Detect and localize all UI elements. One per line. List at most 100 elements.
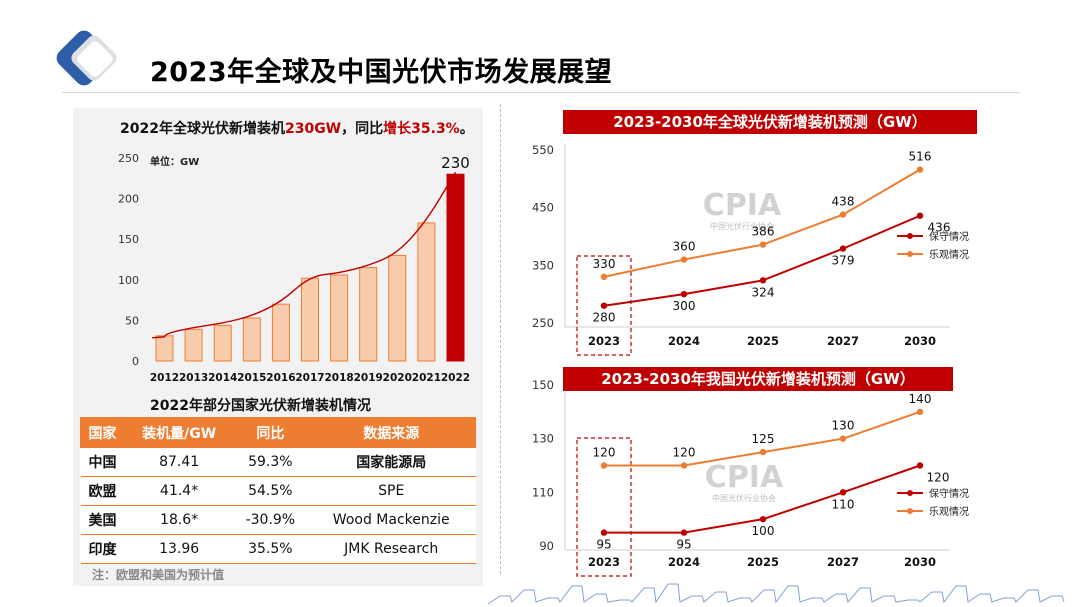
skyline-decoration: [487, 583, 1065, 605]
series-point: [759, 277, 767, 284]
headline: 2022年全球光伏新增装机230GW，同比增长35.3%。: [120, 118, 474, 138]
table-title: 2022年部分国家光伏新增装机情况: [150, 398, 371, 414]
bar-2016: [271, 303, 290, 362]
series-data-label: 516: [909, 150, 932, 164]
table-cell-capacity: 18.6*: [124, 505, 234, 535]
series-point: [839, 489, 847, 496]
legend-label: 保守情况: [929, 487, 969, 500]
bar-2015: [242, 317, 261, 362]
legend-marker: [907, 233, 913, 239]
cpia-watermark: CPIA: [703, 188, 782, 223]
series-point: [600, 529, 608, 536]
china-forecast-title: 2023-2030年我国光伏新增装机预测（GW）: [563, 367, 953, 391]
footnote: 注：欧盟和美国为预计值: [92, 568, 225, 582]
title-divider: [62, 92, 1020, 93]
series-data-label: 324: [752, 285, 775, 299]
series-point: [916, 166, 924, 173]
line-y-tick-label: 130: [532, 432, 554, 446]
bar-x-tick-label: 2022: [441, 372, 470, 384]
series-data-label: 280: [593, 311, 616, 325]
logo-chevron-icon: [56, 30, 117, 86]
series-point: [759, 515, 767, 523]
series-data-label: 386: [752, 225, 775, 239]
table-cell-yoy: 35.5%: [233, 534, 307, 564]
table-cell-yoy: 59.3%: [233, 447, 307, 477]
legend-label: 乐观情况: [929, 505, 969, 518]
line-y-tick-label: 250: [532, 316, 554, 330]
line-y-tick-label: 550: [532, 143, 554, 157]
bar-x-tick-label: 2016: [266, 372, 295, 384]
series-data-label: 379: [832, 254, 855, 268]
bar-x-tick-label: 2015: [237, 372, 266, 384]
bar-y-tick-label: 50: [125, 314, 139, 327]
table-cell-country: 美国: [80, 505, 125, 535]
series-data-label: 438: [832, 195, 855, 209]
series-point: [600, 273, 608, 281]
headline-text-c: ，同比: [341, 121, 384, 137]
series-data-label: 436: [928, 221, 951, 235]
legend-marker: [907, 508, 913, 514]
unit-label: 单位：GW: [150, 157, 200, 168]
series-point: [759, 448, 767, 456]
table-cell-country: 印度: [80, 534, 125, 564]
bar-2019: [359, 267, 378, 362]
series-data-label: 300: [673, 299, 696, 313]
page-title: 2023年全球及中国光伏市场发展展望: [150, 57, 613, 88]
bar-x-tick-label: 2018: [324, 372, 353, 384]
table-row: 欧盟 41.4* 54.5% SPE: [80, 476, 476, 506]
table-cell-source: 国家能源局: [306, 447, 476, 477]
bar-2014: [213, 324, 232, 362]
series-data-label: 120: [927, 471, 950, 485]
table-cell-source: Wood Mackenzie: [306, 505, 476, 535]
table-header-source: 数据来源: [306, 417, 476, 448]
cpia-watermark-sub: 中国光伏行业协会: [712, 493, 776, 503]
table-cell-country: 中国: [80, 447, 125, 477]
table-cell-capacity: 13.96: [124, 534, 234, 564]
cpia-watermark-sub: 中国光伏行业协会: [710, 221, 774, 231]
series-data-label: 130: [832, 419, 855, 433]
line-x-tick-label: 2023: [588, 334, 620, 348]
series-point: [916, 408, 924, 416]
series-point: [600, 462, 608, 469]
bar-2022: [446, 173, 465, 362]
table-header-country: 国家: [80, 417, 125, 448]
bar-y-tick-label: 100: [118, 274, 139, 287]
line-x-tick-label: 2027: [827, 334, 859, 348]
series-point: [680, 290, 688, 298]
global-forecast-title: 2023-2030年全球光伏新增装机预测（GW）: [563, 110, 977, 134]
bar-x-tick-label: 2020: [383, 372, 412, 384]
line-x-tick-label: 2025: [747, 555, 779, 569]
bar-x-tick-label: 2012: [150, 372, 179, 384]
bar-2013: [184, 328, 203, 362]
line-x-tick-label: 2023: [588, 555, 620, 569]
bar-y-tick-label: 200: [118, 193, 139, 206]
line-x-tick-label: 2030: [904, 555, 936, 569]
series-data-label: 140: [909, 392, 932, 406]
series-data-label: 120: [673, 446, 696, 460]
headline-growth: 增长35.3%: [383, 121, 460, 137]
table-cell-country: 欧盟: [80, 476, 125, 506]
bar-x-tick-label: 2013: [179, 372, 208, 384]
legend-label: 乐观情况: [929, 248, 969, 261]
table-row: 美国 18.6* -30.9% Wood Mackenzie: [80, 505, 476, 535]
series-data-label: 95: [676, 538, 691, 552]
headline-value: 230GW: [284, 121, 342, 137]
table-header-row: 国家 装机量/GW 同比 数据来源: [80, 417, 476, 448]
cpia-watermark: CPIA: [705, 460, 784, 495]
table-row: 印度 13.96 35.5% JMK Research: [80, 534, 476, 564]
line-x-tick-label: 2024: [668, 555, 700, 569]
series-data-label: 125: [752, 432, 775, 446]
bar-y-tick-label: 250: [118, 152, 139, 165]
series-point: [916, 462, 924, 469]
line-y-tick-label: 110: [532, 485, 554, 499]
table-cell-capacity: 41.4*: [124, 476, 234, 506]
bar-data-label: 230: [441, 154, 470, 172]
bar-2012: [155, 335, 174, 362]
series-point: [839, 245, 847, 252]
headline-text-a: 2022年全球光伏新增装机: [120, 121, 285, 137]
bar-x-tick-label: 2021: [412, 372, 441, 384]
series-point: [839, 435, 847, 442]
line-y-tick-label: 90: [539, 539, 554, 553]
